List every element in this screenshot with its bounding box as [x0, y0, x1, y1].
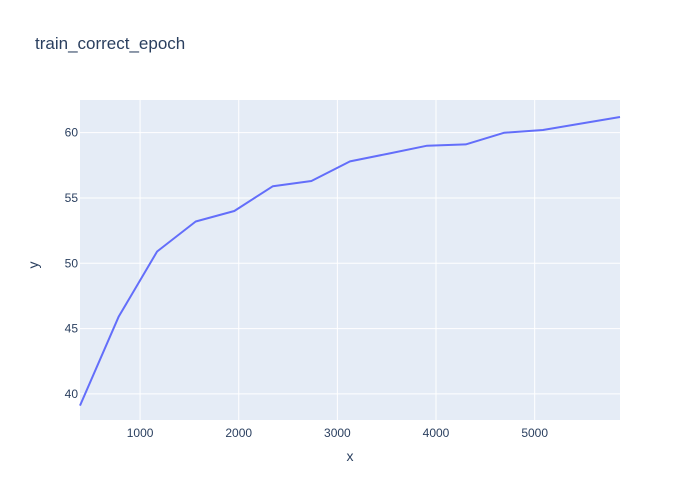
x-tick-label: 3000 — [324, 426, 351, 440]
series-layer — [79, 116, 621, 406]
series-line — [79, 116, 621, 406]
x-tick-label: 1000 — [127, 426, 154, 440]
chart-title: train_correct_epoch — [35, 34, 186, 53]
y-tick-label: 60 — [65, 126, 79, 140]
y-tick-label: 50 — [65, 256, 79, 270]
x-tick-label: 4000 — [423, 426, 450, 440]
x-tick-label: 5000 — [521, 426, 548, 440]
y-axis-title: y — [25, 262, 41, 269]
x-tick-label: 2000 — [225, 426, 252, 440]
y-tick-label: 40 — [65, 387, 79, 401]
y-tick-label: 45 — [65, 322, 79, 336]
plot-background — [80, 100, 620, 420]
grid-lines — [80, 100, 620, 420]
x-tick-labels: 1000 2000 3000 4000 5000 — [127, 426, 549, 440]
x-axis-title: x — [347, 448, 354, 464]
y-tick-label: 55 — [65, 191, 79, 205]
y-tick-labels: 40 45 50 55 60 — [65, 126, 79, 401]
